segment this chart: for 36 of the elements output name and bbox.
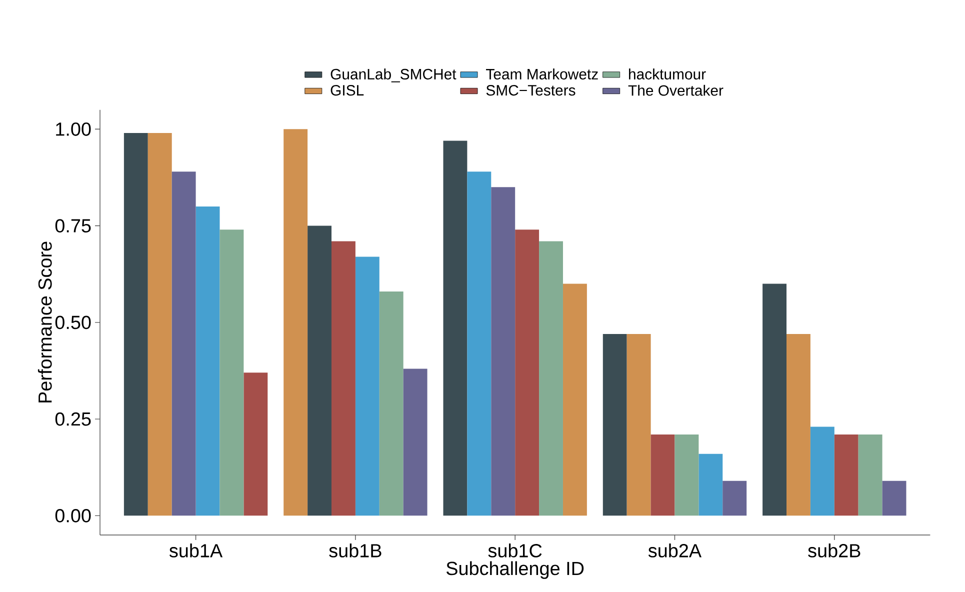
legend-label: Team Markowetz [486, 68, 598, 80]
bar [196, 206, 220, 516]
y-axis-title: Performance Score [38, 242, 52, 402]
bar [443, 140, 468, 516]
y-tick-label: 0.00 [55, 508, 91, 522]
y-tick-label: 0.75 [55, 219, 91, 232]
x-tick-label: sub1A [169, 544, 223, 558]
legend-label: The Overtaker [628, 84, 724, 96]
bar [403, 368, 428, 516]
bar [220, 230, 244, 516]
bar [786, 334, 810, 516]
bar [762, 284, 786, 516]
bar [882, 480, 906, 516]
y-tick-label: 0.25 [55, 412, 91, 426]
bar [148, 133, 172, 516]
y-tick-label: 1.00 [56, 122, 91, 136]
x-tick-label: sub1B [329, 544, 382, 558]
x-axis-title: Subchallenge ID [446, 561, 584, 579]
legend-label: SMC−Testers [486, 85, 576, 96]
bar [515, 230, 540, 516]
bar [602, 334, 627, 516]
bar [124, 133, 148, 516]
bar [626, 334, 651, 516]
bar [834, 434, 858, 516]
bar [539, 241, 563, 516]
x-tick-label: sub2B [808, 544, 860, 558]
bar [722, 480, 747, 516]
bar [858, 434, 882, 516]
bar [355, 256, 380, 516]
bar [379, 291, 404, 516]
legend-label: GuanLab_SMCHet [330, 68, 456, 82]
x-tick-label: sub1C [488, 544, 542, 558]
legend-label: GISL [330, 85, 364, 96]
x-tick-label: sub2A [648, 544, 702, 558]
legend-label: hacktumour [629, 68, 706, 80]
y-tick-label: 0.50 [55, 316, 91, 330]
